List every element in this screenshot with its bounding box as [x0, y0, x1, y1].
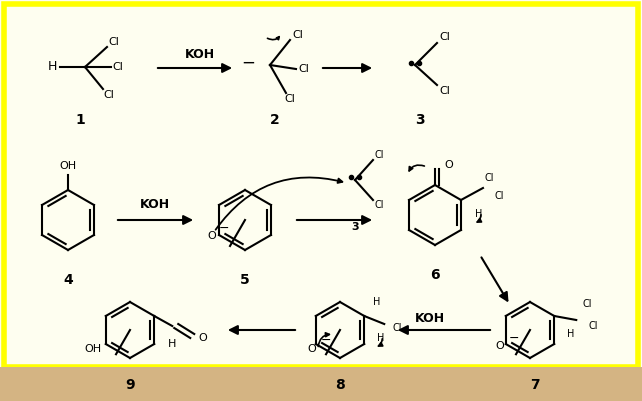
Text: OH: OH	[85, 344, 102, 354]
Text: H: H	[377, 333, 384, 343]
Text: Cl: Cl	[292, 30, 303, 40]
Text: Cl: Cl	[484, 173, 494, 183]
Text: H: H	[372, 297, 380, 307]
Text: Cl: Cl	[375, 150, 385, 160]
Text: KOH: KOH	[415, 312, 445, 324]
Text: OH: OH	[60, 161, 76, 171]
Text: Cl: Cl	[108, 37, 119, 47]
Text: 5: 5	[240, 273, 250, 287]
Text: O: O	[495, 341, 504, 351]
Text: H: H	[566, 329, 574, 339]
Text: 1: 1	[75, 113, 85, 127]
Text: 2: 2	[270, 113, 280, 127]
Text: 3: 3	[415, 113, 425, 127]
Text: Cl: Cl	[588, 321, 598, 331]
Text: KOH: KOH	[140, 198, 170, 211]
Text: Cl: Cl	[392, 323, 402, 333]
Text: 7: 7	[530, 378, 540, 392]
Text: 6: 6	[430, 268, 440, 282]
Text: 3: 3	[351, 222, 359, 232]
Text: Cl: Cl	[375, 200, 385, 210]
Text: 8: 8	[335, 378, 345, 392]
Text: Cl: Cl	[103, 90, 114, 100]
Text: Cl: Cl	[112, 62, 123, 72]
Text: −: −	[321, 334, 331, 347]
Text: −: −	[219, 221, 229, 235]
Text: O: O	[445, 160, 453, 170]
Text: Cl: Cl	[298, 64, 309, 74]
Text: 9: 9	[125, 378, 135, 392]
Text: −: −	[241, 54, 255, 72]
Bar	[0, 367, 642, 401]
Text: O: O	[207, 231, 216, 241]
Text: O: O	[308, 344, 316, 354]
Text: KOH: KOH	[185, 49, 215, 61]
Text: 4: 4	[63, 273, 73, 287]
Text: Cl: Cl	[439, 32, 450, 42]
Text: Cl: Cl	[494, 191, 504, 201]
Text: H: H	[475, 209, 483, 219]
Text: Cl: Cl	[582, 299, 592, 309]
Text: Cl: Cl	[284, 94, 295, 104]
Text: Cl: Cl	[439, 86, 450, 96]
Text: H: H	[48, 61, 57, 73]
Text: −: −	[508, 332, 519, 345]
Text: O: O	[198, 333, 207, 343]
Text: H: H	[168, 339, 177, 349]
